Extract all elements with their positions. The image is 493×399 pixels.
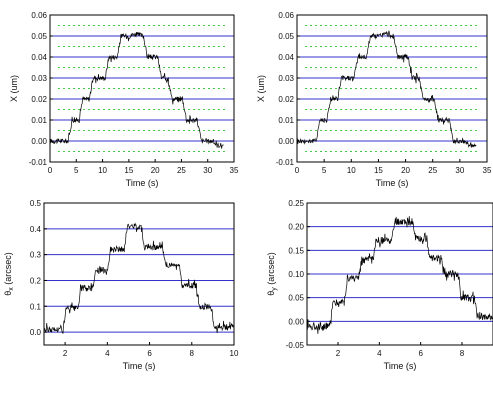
y-tick-label: 0.20 <box>288 223 304 232</box>
plot-frame <box>296 14 488 163</box>
y-tick-label: 0.00 <box>288 317 304 326</box>
x-tick-label: 15 <box>124 166 133 175</box>
x-tick-label: 4 <box>105 349 110 358</box>
x-tick-label: 35 <box>483 166 492 175</box>
y-tick-label: 0.2 <box>30 276 42 285</box>
y-tick-label: 0.3 <box>30 251 42 260</box>
y-tick-label: 0.06 <box>31 11 47 20</box>
x-tick-label: 15 <box>374 166 383 175</box>
y-tick-label: 0.03 <box>278 74 294 83</box>
plot-frame <box>49 14 235 163</box>
y-tick-label: -0.01 <box>276 158 295 167</box>
y-axis-label: X (um) <box>256 75 266 102</box>
x-tick-label: 30 <box>455 166 464 175</box>
x-axis-label: Time (s) <box>123 361 156 371</box>
y-tick-label: 0.02 <box>278 95 294 104</box>
x-tick-label: 10 <box>230 349 239 358</box>
series-line <box>49 32 224 149</box>
series-line <box>306 216 493 334</box>
x-tick-label: 20 <box>151 166 160 175</box>
panel-4: -0.05 0.00 0.05 0.10 0.15 0.20 0.25 2 4 6 8 Time (s… <box>266 199 493 371</box>
x-tick-label: 6 <box>418 349 423 358</box>
x-tick-label: 10 <box>347 166 356 175</box>
x-tick-label: 35 <box>230 166 239 175</box>
x-tick-label: 8 <box>460 349 465 358</box>
y-tick-label: 0.5 <box>30 199 42 208</box>
x-tick-label: 0 <box>295 166 300 175</box>
panel-2: -0.01 0.00 0.01 0.02 0.03 0.04 0.05 0.06 0 5 10 15 2… <box>256 11 492 188</box>
y-tick-label: 0.01 <box>31 116 47 125</box>
y-tick-label: 0.05 <box>288 294 304 303</box>
x-axis-label: Time (s) <box>126 178 159 188</box>
x-tick-label: 30 <box>203 166 212 175</box>
x-tick-label: 5 <box>322 166 327 175</box>
y-tick-label: 0.15 <box>288 246 304 255</box>
x-axis-label: Time (s) <box>376 178 409 188</box>
x-tick-label: 6 <box>147 349 152 358</box>
panel-3: 0.0 0.1 0.2 0.3 0.4 0.5 2 4 6 8 10 Time (s) θx (arcs… <box>3 199 239 371</box>
x-tick-label: 25 <box>428 166 437 175</box>
y-tick-label: 0.00 <box>278 137 294 146</box>
y-tick-label: 0.03 <box>31 74 47 83</box>
plot-frame <box>43 202 235 346</box>
y-tick-label: 0.06 <box>278 11 294 20</box>
y-tick-label: 0.10 <box>288 270 304 279</box>
x-tick-label: 5 <box>74 166 79 175</box>
panel-1: -0.01 0.00 0.01 0.02 0.03 0.04 0.05 0.06 0 5 10 15 2… <box>9 11 239 188</box>
series-line <box>43 222 235 334</box>
x-tick-label: 25 <box>177 166 186 175</box>
x-tick-label: 0 <box>48 166 53 175</box>
y-tick-label: 0.0 <box>30 328 42 337</box>
y-tick-label: 0.4 <box>30 225 42 234</box>
x-tick-label: 4 <box>377 349 382 358</box>
y-tick-label: 0.1 <box>30 302 42 311</box>
y-tick-label: 0.01 <box>278 116 294 125</box>
y-tick-label: 0.04 <box>31 53 47 62</box>
x-tick-label: 2 <box>63 349 68 358</box>
x-axis-label: Time (s) <box>384 361 417 371</box>
x-tick-label: 2 <box>336 349 341 358</box>
y-tick-label: 0.05 <box>278 32 294 41</box>
y-tick-label: 0.05 <box>31 32 47 41</box>
y-tick-label: -0.05 <box>286 341 305 350</box>
y-tick-label: 0.02 <box>31 95 47 104</box>
y-tick-label: -0.01 <box>29 158 48 167</box>
y-tick-label: 0.25 <box>288 199 304 208</box>
y-axis-label: θy (arcsec) <box>266 252 278 296</box>
y-tick-label: 0.00 <box>31 137 47 146</box>
y-tick-label: 0.04 <box>278 53 294 62</box>
x-tick-label: 10 <box>98 166 107 175</box>
x-tick-label: 8 <box>190 349 195 358</box>
x-tick-label: 20 <box>401 166 410 175</box>
series-line <box>296 30 477 148</box>
y-axis-label: θx (arcsec) <box>3 252 15 296</box>
y-axis-label: X (um) <box>9 75 19 102</box>
